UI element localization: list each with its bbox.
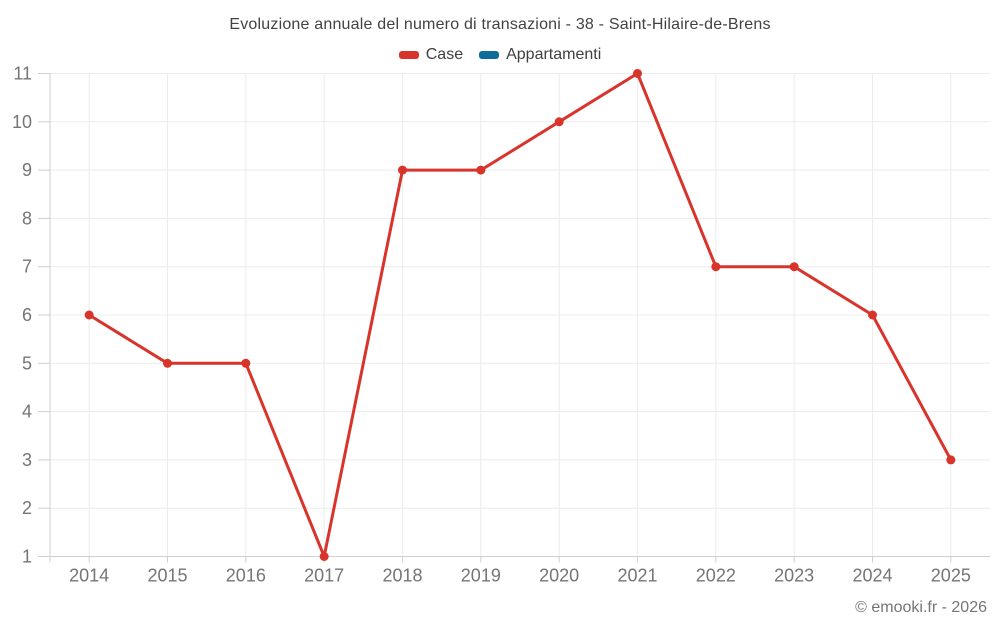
x-axis-tick-label: 2015 — [147, 566, 187, 586]
legend-item-case[interactable]: Case — [398, 46, 464, 64]
y-axis-tick-label: 3 — [22, 450, 32, 470]
data-point-case — [868, 310, 877, 320]
y-axis-tick-label: 1 — [22, 547, 32, 567]
data-point-case — [789, 262, 799, 272]
data-point-case — [633, 69, 642, 78]
data-point-case — [319, 552, 329, 561]
y-axis-tick-label: 5 — [22, 353, 32, 373]
data-point-case — [241, 358, 251, 368]
y-axis-tick-label: 10 — [12, 112, 32, 132]
chart-title: Evoluzione annuale del numero di transaz… — [229, 16, 771, 33]
x-axis-tick-label: 2016 — [226, 566, 266, 586]
legend-item-appartamenti[interactable]: Appartamenti — [479, 46, 601, 64]
data-point-case — [84, 310, 94, 320]
y-axis-tick-label: 2 — [22, 498, 32, 518]
data-point-case — [946, 455, 956, 465]
x-axis-tick-label: 2019 — [461, 566, 501, 586]
y-axis-tick-label: 9 — [22, 160, 32, 180]
legend-swatch-appartamenti-icon — [479, 51, 500, 59]
y-axis-tick-label: 11 — [13, 64, 32, 84]
x-axis-tick-label: 2020 — [539, 566, 579, 586]
series-line-case — [87, 72, 953, 558]
x-axis-tick-label: 2025 — [931, 566, 971, 586]
y-axis-tick-label: 4 — [22, 402, 32, 422]
y-axis-tick-label: 7 — [22, 257, 32, 277]
legend: Case Appartamenti — [0, 46, 1000, 64]
x-axis-tick-label: 2022 — [696, 566, 736, 586]
x-axis-tick-label: 2018 — [382, 566, 422, 586]
data-point-case — [711, 262, 721, 272]
x-axis-tick-label: 2023 — [774, 566, 814, 586]
legend-label-case: Case — [425, 46, 464, 63]
data-point-case — [398, 165, 407, 175]
x-axis-tick-label: 2017 — [304, 566, 344, 586]
x-axis-tick-label: 2014 — [69, 566, 109, 586]
data-point-case — [554, 117, 564, 127]
legend-label-appartamenti: Appartamenti — [506, 46, 602, 63]
x-axis-tick-label: 2021 — [617, 566, 657, 586]
y-axis-tick-label: 6 — [22, 305, 32, 325]
legend-swatch-case-icon — [398, 51, 419, 59]
data-point-case — [476, 165, 486, 175]
x-axis-tick-label: 2024 — [852, 566, 892, 586]
data-point-case — [163, 358, 172, 368]
y-axis-tick-label: 8 — [22, 208, 32, 228]
watermark: © emooki.fr - 2026 — [855, 599, 987, 616]
